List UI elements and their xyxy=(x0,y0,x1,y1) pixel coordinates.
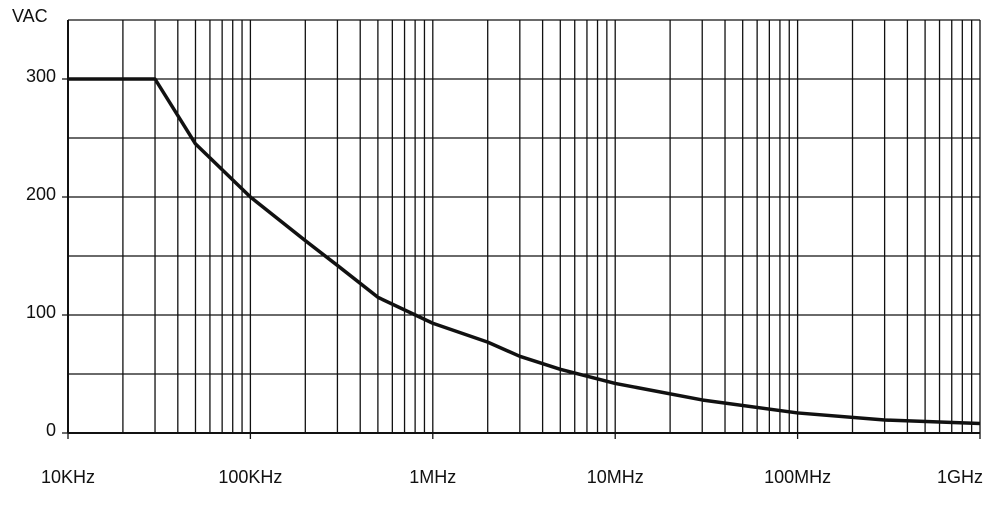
y-tick-label: 300 xyxy=(26,66,56,86)
line-series xyxy=(68,77,981,426)
x-tick-label: 10MHz xyxy=(587,467,644,487)
y-tick-label: 200 xyxy=(26,184,56,204)
x-tick-label: 1MHz xyxy=(409,467,456,487)
y-tick-label: 0 xyxy=(46,420,56,440)
x-tick-label: 10KHz xyxy=(41,467,95,487)
y-axis-label: VAC xyxy=(12,6,48,26)
y-tick-label: 100 xyxy=(26,302,56,322)
x-tick-label: 1GHz xyxy=(937,467,983,487)
x-tick-label: 100MHz xyxy=(764,467,831,487)
x-tick-label: 100KHz xyxy=(218,467,282,487)
